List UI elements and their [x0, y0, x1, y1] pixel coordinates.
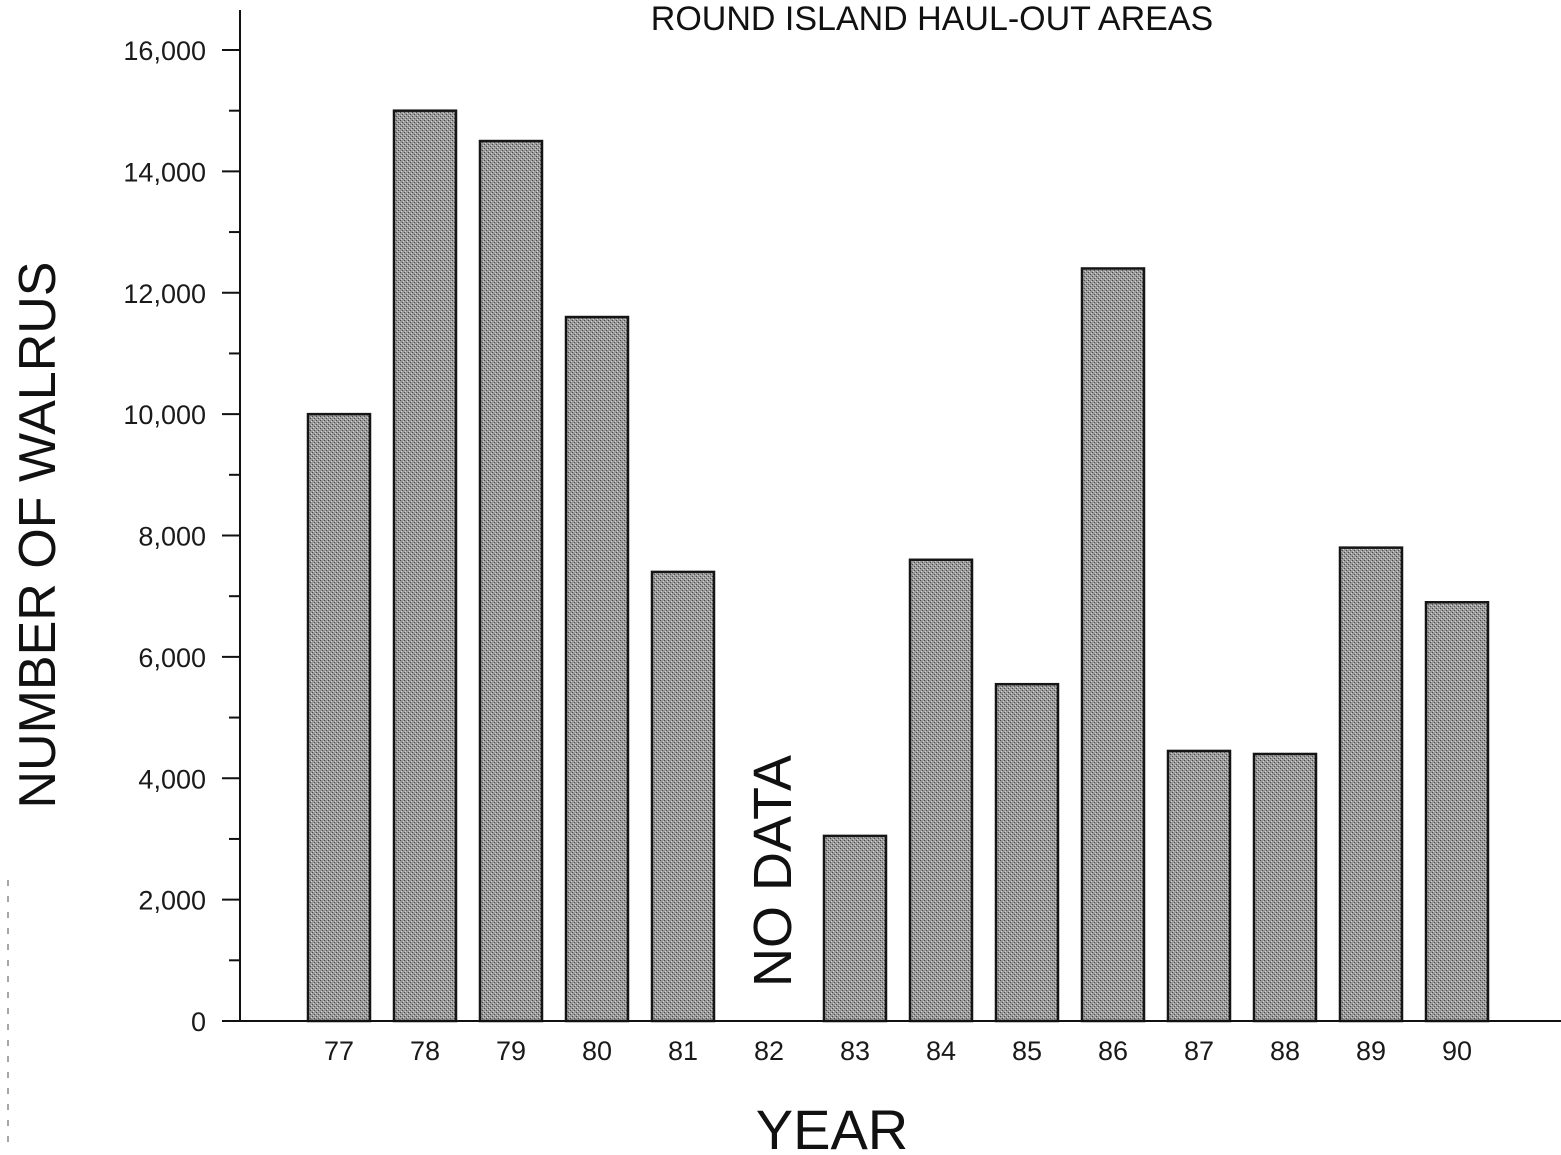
y-tick-label: 2,000 — [138, 886, 206, 916]
bar-90 — [1424, 601, 1490, 1023]
x-tick-label-82: 82 — [754, 1036, 784, 1066]
x-tick-label-80: 80 — [582, 1036, 612, 1066]
bar-87 — [1166, 749, 1232, 1023]
bar-85 — [994, 682, 1060, 1023]
x-tick-label-85: 85 — [1012, 1036, 1042, 1066]
chart-title: ROUND ISLAND HAUL-OUT AREAS — [651, 0, 1213, 38]
x-tick-label-86: 86 — [1098, 1036, 1128, 1066]
bar-84 — [908, 558, 974, 1023]
y-axis-ticks: 0 2,000 4,000 6,000 8,000 10,000 12,000 14,000 1… — [123, 36, 240, 1037]
x-tick-label-88: 88 — [1270, 1036, 1300, 1066]
y-tick-label: 8,000 — [138, 522, 206, 552]
x-tick-label-87: 87 — [1184, 1036, 1214, 1066]
y-axis-title: NUMBER OF WALRUS — [9, 262, 67, 809]
x-tick-label-78: 78 — [410, 1036, 440, 1066]
x-tick-label-79: 79 — [496, 1036, 526, 1066]
bar-83 — [822, 834, 888, 1023]
x-axis-title: YEAR — [756, 1098, 909, 1155]
y-tick-label: 0 — [191, 1007, 206, 1037]
bar-86 — [1080, 267, 1146, 1023]
y-tick-label: 12,000 — [123, 279, 206, 309]
y-tick-label: 16,000 — [123, 36, 206, 66]
y-tick-label: 4,000 — [138, 764, 206, 794]
bars: NO DATA — [306, 109, 1490, 1023]
y-tick-label: 14,000 — [123, 157, 206, 187]
x-tick-label-83: 83 — [840, 1036, 870, 1066]
y-tick-label: 10,000 — [123, 400, 206, 430]
x-tick-label-77: 77 — [324, 1036, 354, 1066]
bar-77 — [306, 412, 372, 1023]
bar-78 — [392, 109, 458, 1023]
y-tick-label: 6,000 — [138, 643, 206, 673]
bar-79 — [478, 139, 544, 1023]
x-axis-tick-labels: 77 78 79 80 81 82 83 84 85 86 87 88 89 90 — [324, 1036, 1472, 1066]
x-tick-label-81: 81 — [668, 1036, 698, 1066]
bar-88 — [1252, 752, 1318, 1023]
bar-89 — [1338, 546, 1404, 1023]
x-tick-label-90: 90 — [1442, 1036, 1472, 1066]
bar-81 — [650, 570, 716, 1023]
bar-80 — [564, 315, 630, 1023]
x-tick-label-89: 89 — [1356, 1036, 1386, 1066]
x-tick-label-84: 84 — [926, 1036, 956, 1066]
no-data-annotation: NO DATA — [743, 755, 803, 987]
